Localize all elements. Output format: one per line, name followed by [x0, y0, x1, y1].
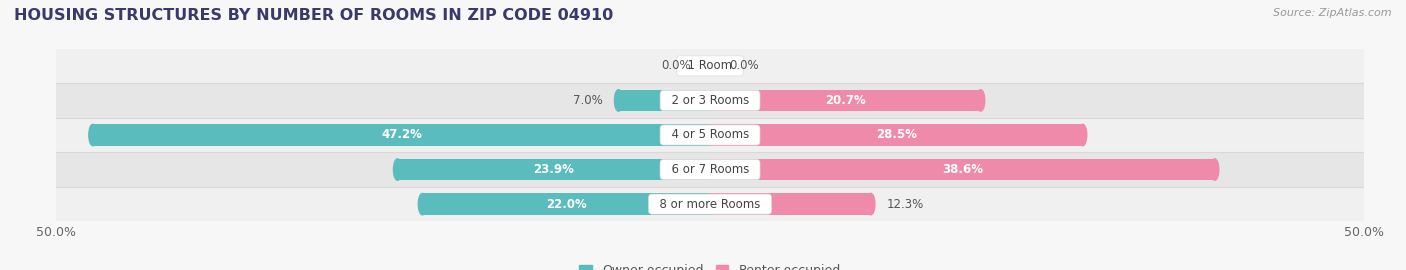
- Text: 23.9%: 23.9%: [533, 163, 574, 176]
- Bar: [710, 159, 1215, 180]
- Circle shape: [419, 193, 426, 215]
- Text: 0.0%: 0.0%: [730, 59, 759, 72]
- Bar: [56, 118, 1364, 152]
- Text: HOUSING STRUCTURES BY NUMBER OF ROOMS IN ZIP CODE 04910: HOUSING STRUCTURES BY NUMBER OF ROOMS IN…: [14, 8, 613, 23]
- Circle shape: [394, 159, 402, 180]
- Text: 7.0%: 7.0%: [574, 94, 603, 107]
- Bar: [56, 49, 1364, 83]
- Text: 20.7%: 20.7%: [825, 94, 866, 107]
- Circle shape: [1211, 159, 1219, 180]
- Bar: [56, 152, 1364, 187]
- Text: 1 Room: 1 Room: [681, 59, 740, 72]
- Bar: [398, 159, 710, 180]
- Text: 4 or 5 Rooms: 4 or 5 Rooms: [664, 129, 756, 141]
- Circle shape: [1078, 124, 1087, 146]
- Text: Source: ZipAtlas.com: Source: ZipAtlas.com: [1274, 8, 1392, 18]
- Bar: [56, 187, 1364, 221]
- Bar: [422, 193, 710, 215]
- Bar: [710, 193, 870, 215]
- Circle shape: [614, 90, 623, 111]
- Text: 6 or 7 Rooms: 6 or 7 Rooms: [664, 163, 756, 176]
- Circle shape: [89, 124, 97, 146]
- Legend: Owner-occupied, Renter-occupied: Owner-occupied, Renter-occupied: [575, 260, 845, 270]
- Text: 22.0%: 22.0%: [546, 198, 586, 211]
- Bar: [619, 90, 710, 111]
- Text: 2 or 3 Rooms: 2 or 3 Rooms: [664, 94, 756, 107]
- Circle shape: [868, 193, 875, 215]
- Bar: [93, 124, 710, 146]
- Bar: [710, 124, 1083, 146]
- Text: 0.0%: 0.0%: [661, 59, 690, 72]
- Circle shape: [977, 90, 984, 111]
- Text: 38.6%: 38.6%: [942, 163, 983, 176]
- Text: 8 or more Rooms: 8 or more Rooms: [652, 198, 768, 211]
- Text: 28.5%: 28.5%: [876, 129, 917, 141]
- Text: 12.3%: 12.3%: [887, 198, 924, 211]
- Bar: [710, 90, 981, 111]
- Text: 47.2%: 47.2%: [381, 129, 422, 141]
- Bar: [56, 83, 1364, 118]
